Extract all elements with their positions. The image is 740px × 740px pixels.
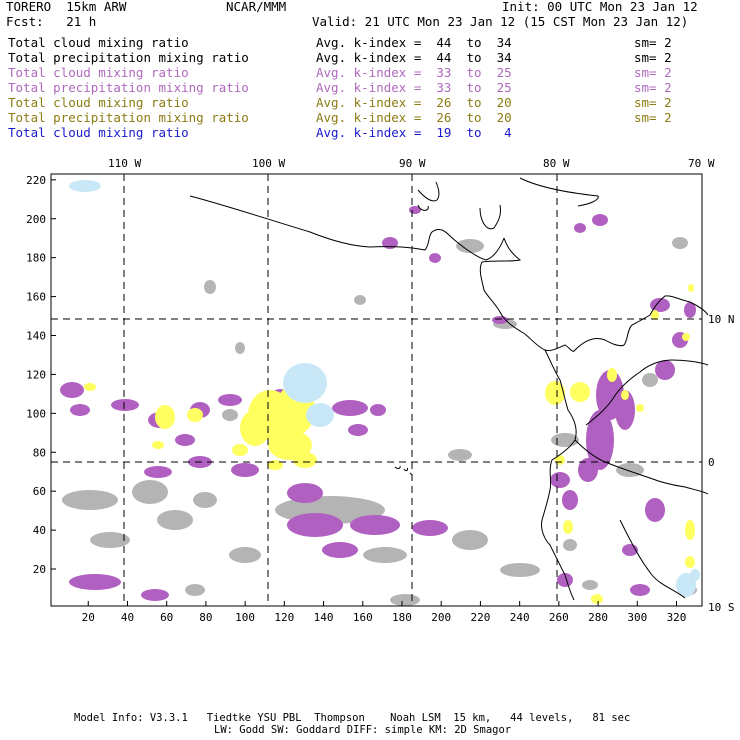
- legend-field: Total cloud mixing ratio: [8, 65, 189, 80]
- y-tick-label: 140: [26, 330, 46, 343]
- y-tick-label: 180: [26, 252, 46, 265]
- legend-index: Avg. k-index = 44 to 34: [316, 35, 512, 50]
- legend-field: Total cloud mixing ratio: [8, 95, 189, 110]
- init-time: Init: 00 UTC Mon 23 Jan 12: [502, 0, 698, 14]
- y-tick-label: 220: [26, 174, 46, 187]
- x-tick-label: 40: [121, 611, 134, 624]
- lon-label: 90 W: [399, 157, 426, 170]
- x-tick-label: 260: [549, 611, 569, 624]
- legend-sm: sm= 2: [634, 50, 672, 65]
- valid-time: Valid: 21 UTC Mon 23 Jan 12 (15 CST Mon …: [312, 14, 689, 29]
- x-tick-label: 100: [235, 611, 255, 624]
- legend-field: Total precipitation mixing ratio: [8, 50, 249, 65]
- y-tick-label: 60: [33, 485, 46, 498]
- legend-field: Total cloud mixing ratio: [8, 35, 189, 50]
- graticule: [51, 174, 702, 606]
- lon-label: 110 W: [108, 157, 141, 170]
- lat-label: 0: [708, 456, 715, 469]
- lon-label: 100 W: [252, 157, 285, 170]
- legend-sm: sm= 2: [634, 80, 672, 95]
- y-tick-label: 120: [26, 368, 46, 381]
- y-tick-label: 40: [33, 524, 46, 537]
- x-tick-label: 300: [627, 611, 647, 624]
- legend-field: Total precipitation mixing ratio: [8, 80, 249, 95]
- y-tick-label: 200: [26, 213, 46, 226]
- lon-label: 80 W: [543, 157, 570, 170]
- lon-label: 70 W: [688, 157, 715, 170]
- lat-label: 10 S: [708, 601, 735, 614]
- legend-sm: sm= 2: [634, 95, 672, 110]
- x-tick-label: 180: [392, 611, 412, 624]
- legend-index: Avg. k-index = 44 to 34: [316, 50, 512, 65]
- organization: NCAR/MMM: [226, 0, 287, 14]
- legend-index: Avg. k-index = 26 to 20: [316, 110, 512, 125]
- model-name: TORERO 15km ARW: [6, 0, 127, 14]
- legend-sm: sm= 2: [634, 35, 672, 50]
- x-tick-label: 120: [274, 611, 294, 624]
- x-tick-label: 240: [510, 611, 530, 624]
- x-tick-label: 220: [470, 611, 490, 624]
- forecast-hour: Fcst: 21 h: [6, 14, 97, 29]
- y-tick-label: 80: [33, 446, 46, 459]
- x-tick-label: 280: [588, 611, 608, 624]
- x-tick-label: 320: [667, 611, 687, 624]
- legend-sm: sm= 2: [634, 110, 672, 125]
- x-tick-label: 200: [431, 611, 451, 624]
- legend-field: Total precipitation mixing ratio: [8, 110, 249, 125]
- legend-sm: sm= 2: [634, 65, 672, 80]
- x-tick-label: 20: [82, 611, 95, 624]
- precip-field: [60, 180, 700, 606]
- x-tick-label: 60: [160, 611, 173, 624]
- x-tick-label: 140: [314, 611, 334, 624]
- legend-index: Avg. k-index = 33 to 25: [316, 80, 512, 95]
- model-info: Model Info: V3.3.1 Tiedtke YSU PBL Thomp…: [74, 712, 631, 724]
- lat-label: 10 N: [708, 313, 735, 326]
- x-tick-label: 80: [199, 611, 212, 624]
- legend-index: Avg. k-index = 33 to 25: [316, 65, 512, 80]
- y-tick-label: 100: [26, 407, 46, 420]
- legend-field: Total cloud mixing ratio: [8, 125, 189, 140]
- map-frame: [50, 173, 703, 607]
- legend-index: Avg. k-index = 19 to 4: [316, 125, 512, 140]
- legend-index: Avg. k-index = 26 to 20: [316, 95, 512, 110]
- physics-info: LW: Godd SW: Goddard DIFF: simple KM: 2D…: [214, 724, 512, 736]
- x-tick-label: 160: [353, 611, 373, 624]
- y-tick-label: 20: [33, 563, 46, 576]
- y-tick-label: 160: [26, 291, 46, 304]
